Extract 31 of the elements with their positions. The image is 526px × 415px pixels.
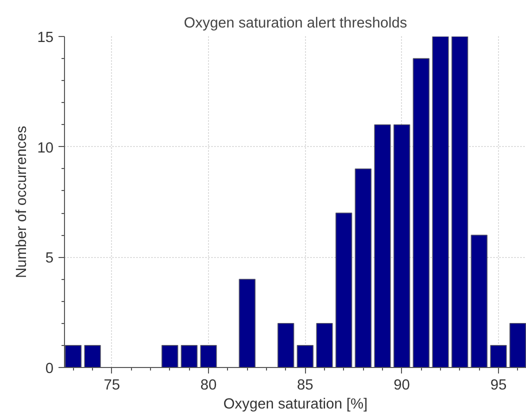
bar xyxy=(200,345,217,368)
bar xyxy=(412,58,430,368)
bar xyxy=(470,234,488,368)
bar xyxy=(64,345,82,368)
bar xyxy=(509,322,526,368)
bar xyxy=(451,36,468,368)
bar xyxy=(180,345,198,368)
bar xyxy=(374,124,391,368)
bar xyxy=(316,322,333,368)
bar xyxy=(238,278,256,368)
bar xyxy=(490,345,507,368)
x-tick-label: 75 xyxy=(104,378,120,394)
chart-title: Oxygen saturation alert thresholds xyxy=(184,16,408,32)
bar xyxy=(278,322,294,368)
x-tick-label: 80 xyxy=(200,378,217,394)
y-tick-label: 5 xyxy=(45,250,54,267)
x-tick-label: 90 xyxy=(394,378,410,394)
x-tick-label: 85 xyxy=(297,378,314,394)
y-tick-label: 15 xyxy=(37,30,54,46)
bar xyxy=(336,212,352,368)
bar xyxy=(84,345,101,368)
y-tick-label: 10 xyxy=(37,140,54,156)
y-tick-label: 0 xyxy=(45,361,54,377)
bar xyxy=(354,168,372,368)
bar xyxy=(432,36,449,368)
bar xyxy=(296,345,314,368)
y-axis-title: Number of occurrences xyxy=(14,126,30,278)
bar xyxy=(393,124,410,368)
x-axis-title: Oxygen saturation [%] xyxy=(223,396,368,412)
x-tick-label: 95 xyxy=(490,378,507,394)
bar xyxy=(162,345,178,368)
